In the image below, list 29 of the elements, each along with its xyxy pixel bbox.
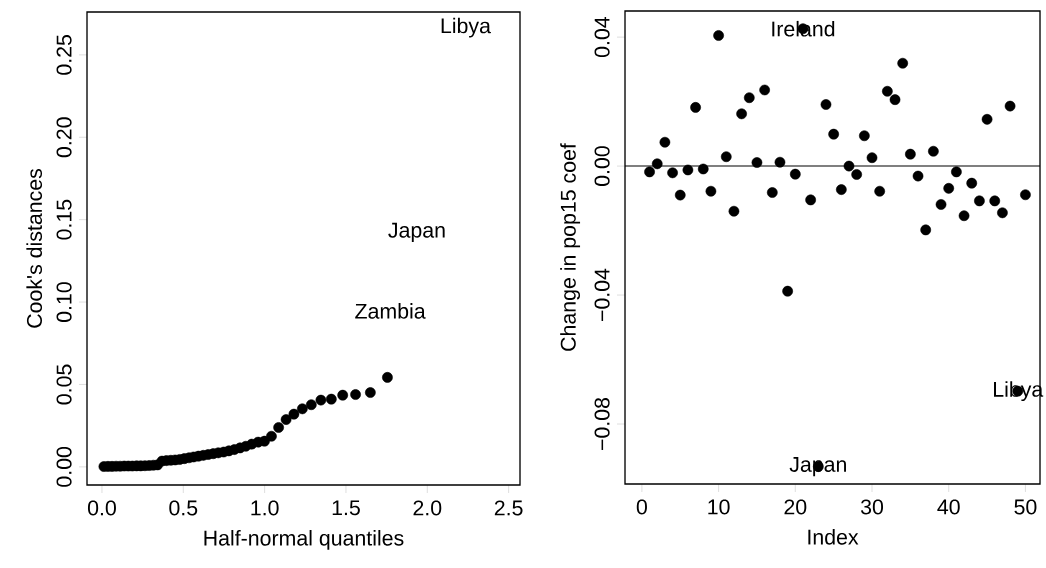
y-tick-label: 0.00 xyxy=(594,146,610,187)
y-tick-label: 0.20 xyxy=(56,117,72,158)
y-tick-label: 0.04 xyxy=(594,16,610,58)
x-tick-label: 30 xyxy=(860,499,884,515)
x-tick-label: 1.5 xyxy=(332,500,360,516)
y-tick-label: −0.08 xyxy=(594,397,610,450)
y-tick-label: 0.25 xyxy=(56,35,72,75)
y-tick-label: 0.10 xyxy=(56,282,72,322)
y-axis-title: Change in pop15 coef xyxy=(560,143,581,351)
x-axis-title: Half-normal quantiles xyxy=(204,529,404,550)
x-tick-label: 10 xyxy=(708,499,730,515)
x-tick-label: 40 xyxy=(937,499,960,515)
x-tick-label: 20 xyxy=(784,499,807,515)
x-tick-label: 0 xyxy=(636,499,647,515)
x-tick-label: 2.0 xyxy=(413,500,442,516)
x-tick-label: 50 xyxy=(1014,499,1037,515)
x-tick-label: 2.5 xyxy=(494,500,523,516)
y-tick-label: 0.00 xyxy=(56,446,72,487)
x-axis-title: Index xyxy=(808,528,859,545)
x-tick-label: 0.0 xyxy=(87,500,116,516)
y-axis-title: Cook's distances xyxy=(26,169,43,328)
y-tick-label: 0.05 xyxy=(56,364,72,405)
x-tick-label: 0.5 xyxy=(169,500,198,516)
y-tick-label: 0.15 xyxy=(56,199,72,240)
annotation: Libya xyxy=(441,17,491,38)
annotation: Zambia xyxy=(355,303,426,319)
x-tick-label: 1.0 xyxy=(251,500,279,516)
annotation: Japan xyxy=(388,222,445,242)
y-tick-label: −0.04 xyxy=(594,268,610,321)
